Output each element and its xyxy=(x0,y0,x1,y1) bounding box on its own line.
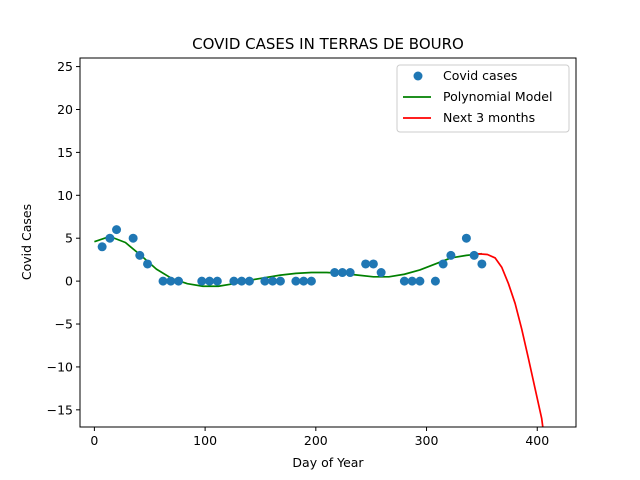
model-curve xyxy=(94,235,482,288)
data-point xyxy=(260,276,270,286)
x-tick-label: 0 xyxy=(90,433,98,448)
y-tick-label: 25 xyxy=(57,59,73,74)
data-point xyxy=(345,268,355,278)
data-point xyxy=(112,225,122,235)
data-point xyxy=(399,276,409,286)
y-tick-label: 15 xyxy=(57,145,73,160)
data-point xyxy=(229,276,239,286)
data-point xyxy=(415,276,425,286)
legend-label-forecast: Next 3 months xyxy=(443,110,535,125)
y-tick-label: −5 xyxy=(55,317,73,332)
data-point xyxy=(469,250,479,260)
y-tick-label: −15 xyxy=(47,402,73,417)
data-point xyxy=(361,259,371,269)
data-point xyxy=(291,276,301,286)
y-axis-label: Covid Cases xyxy=(19,204,34,280)
legend-label-cases: Covid cases xyxy=(443,68,517,83)
data-point xyxy=(105,233,115,243)
data-point xyxy=(237,276,247,286)
y-tick-label: 0 xyxy=(65,274,73,289)
x-tick-label: 200 xyxy=(304,433,328,448)
y-axis: −15 −10 −5 0 5 10 15 20 25 xyxy=(47,59,80,417)
plot-lines xyxy=(94,235,544,427)
data-point xyxy=(330,268,340,278)
data-point xyxy=(368,259,378,269)
legend-label-model: Polynomial Model xyxy=(443,89,552,104)
data-point xyxy=(376,268,386,278)
data-point xyxy=(158,276,168,286)
data-point xyxy=(275,276,285,286)
y-tick-label: 10 xyxy=(57,188,73,203)
data-point xyxy=(135,250,145,260)
legend: Covid cases Polynomial Model Next 3 mont… xyxy=(396,64,570,133)
y-tick-label: 5 xyxy=(65,231,73,246)
data-point xyxy=(430,276,440,286)
y-tick-label: 20 xyxy=(57,102,73,117)
data-point xyxy=(174,276,184,286)
x-axis-label: Day of Year xyxy=(292,455,364,470)
chart-title: COVID CASES IN TERRAS DE BOURO xyxy=(192,35,464,53)
data-point xyxy=(299,276,309,286)
data-point xyxy=(438,259,448,269)
data-point xyxy=(446,250,456,260)
y-tick-label: −10 xyxy=(47,359,73,374)
data-point xyxy=(128,233,138,243)
data-point xyxy=(97,242,107,252)
x-tick-label: 300 xyxy=(415,433,439,448)
data-point xyxy=(306,276,316,286)
data-point xyxy=(212,276,222,286)
data-point xyxy=(143,259,153,269)
data-point xyxy=(337,268,347,278)
data-point xyxy=(407,276,417,286)
legend-box xyxy=(396,64,570,133)
data-point xyxy=(197,276,207,286)
data-point xyxy=(166,276,176,286)
forecast-curve xyxy=(476,252,544,427)
legend-marker-cases xyxy=(413,71,423,81)
x-axis: 0 100 200 300 400 xyxy=(90,427,549,448)
data-point xyxy=(244,276,254,286)
x-tick-label: 100 xyxy=(193,433,217,448)
data-point xyxy=(205,276,215,286)
data-point xyxy=(268,276,278,286)
x-tick-label: 400 xyxy=(525,433,549,448)
data-point xyxy=(461,233,471,243)
plot-points xyxy=(97,225,487,286)
data-point xyxy=(477,259,487,269)
plot-frame xyxy=(79,57,577,428)
